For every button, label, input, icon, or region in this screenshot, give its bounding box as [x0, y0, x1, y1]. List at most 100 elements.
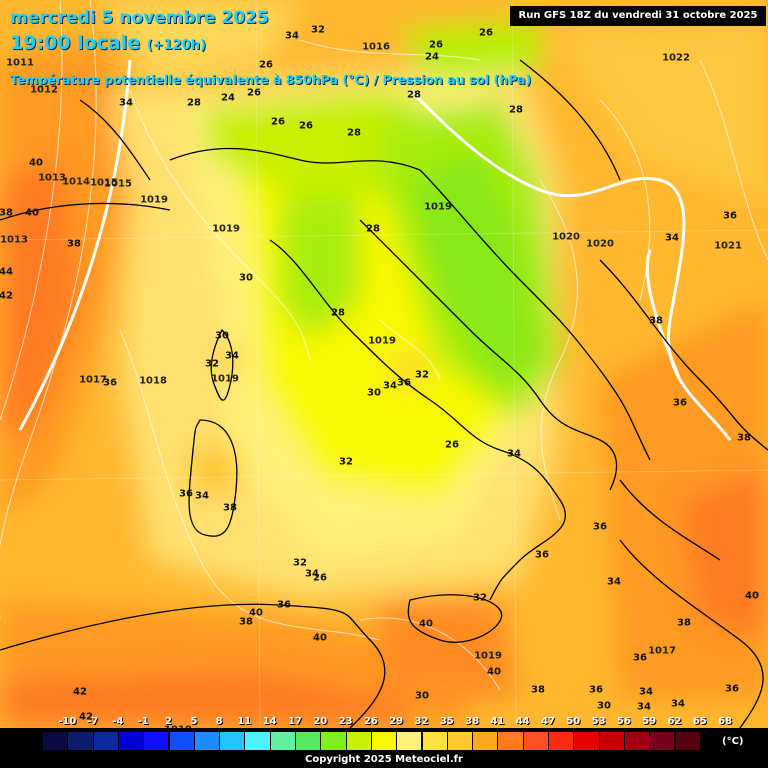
pressure-label: 1012 — [30, 84, 58, 96]
temperature-label: 28 — [331, 307, 345, 319]
legend-swatch — [497, 731, 524, 751]
temperature-label: 26 — [479, 27, 493, 39]
frontal-lines — [18, 59, 732, 441]
forecast-offset: (+120h) — [146, 38, 206, 53]
temperature-label: 34 — [639, 686, 653, 698]
temperature-label: 36 — [589, 684, 603, 696]
pressure-label: 1016 — [362, 41, 390, 53]
legend-tick-label: -1 — [137, 716, 149, 727]
pressure-label: 1018 — [139, 375, 167, 387]
temperature-label: 32 — [415, 369, 429, 381]
copyright: Copyright 2025 Meteociel.fr — [305, 754, 463, 765]
isobars — [0, 0, 768, 691]
temperature-label: 26 — [299, 120, 313, 132]
temperature-label: 30 — [367, 387, 381, 399]
map-title: Température potentielle équivalente à 85… — [10, 72, 532, 87]
legend-swatch — [168, 731, 195, 751]
legend-swatch — [623, 731, 651, 751]
legend-tick-label: 59 — [642, 716, 657, 727]
temperature-label: 32 — [473, 592, 487, 604]
temperature-label: 36 — [673, 397, 687, 409]
pressure-label: 1014 — [62, 176, 90, 188]
temperature-label: 32 — [339, 456, 353, 468]
temperature-label: 42 — [73, 686, 87, 698]
legend-unit: (°C) — [722, 736, 744, 747]
temperature-label: 26 — [445, 439, 459, 451]
legend-swatch — [295, 731, 322, 751]
pressure-label: 1021 — [714, 240, 742, 252]
temperature-label: 24 — [221, 92, 235, 104]
temperature-label: 36 — [723, 210, 737, 222]
legend-swatch — [345, 731, 372, 751]
legend-swatch — [320, 731, 347, 751]
legend-swatch — [674, 731, 701, 751]
legend-swatch — [143, 731, 170, 751]
temperature-label: 40 — [249, 607, 263, 619]
temperature-label: 24 — [425, 51, 439, 63]
legend-swatch — [42, 731, 69, 751]
legend-tick-label: 44 — [515, 716, 530, 727]
legend-swatch — [649, 731, 676, 751]
legend-swatch — [699, 731, 727, 751]
legend-swatch — [446, 731, 474, 751]
legend-tick-label: 62 — [667, 716, 682, 727]
legend-swatch — [92, 731, 119, 751]
temperature-label: 38 — [223, 502, 237, 514]
legend-tick-label: 2 — [165, 716, 172, 727]
pressure-label: 1019 — [424, 201, 452, 213]
legend-swatch — [522, 731, 549, 751]
legend-swatch — [598, 731, 625, 751]
legend-tick-label: 50 — [566, 716, 581, 727]
legend-tick-label: 23 — [338, 716, 353, 727]
legend-tick-label: 8 — [215, 716, 223, 727]
pressure-label: 1011 — [6, 57, 34, 69]
pressure-label: 1019 — [211, 373, 239, 385]
legend-tick-label: 65 — [692, 716, 707, 727]
coastlines — [0, 59, 768, 729]
temperature-label: 42 — [0, 290, 13, 302]
legend-swatch — [396, 731, 423, 751]
temperature-label: 42 — [79, 711, 93, 723]
temperature-label: 28 — [407, 89, 421, 101]
temperature-label: 34 — [607, 576, 621, 588]
temperature-label: 40 — [313, 632, 327, 644]
legend-swatch — [244, 731, 271, 751]
temperature-label: 30 — [415, 690, 429, 702]
temperature-label: 26 — [247, 87, 261, 99]
legend-tick-label: 29 — [389, 716, 404, 727]
legend-swatch — [548, 731, 575, 751]
legend-swatch — [573, 731, 600, 751]
legend-tick-label: 53 — [591, 716, 606, 727]
legend-tick-label: 11 — [237, 716, 252, 727]
legend-tick-label: 47 — [541, 716, 555, 727]
temperature-label: 38 — [737, 432, 751, 444]
legend-tick-label: 20 — [313, 716, 328, 727]
legend-tick-label: 32 — [414, 716, 429, 727]
temperature-label: 36 — [179, 488, 193, 500]
legend-swatch — [421, 731, 448, 751]
temperature-label: 40 — [29, 157, 43, 169]
temperature-label: 36 — [593, 521, 607, 533]
legend-tick-label: -7 — [87, 716, 99, 727]
legend-swatch — [370, 731, 398, 751]
temperature-label: 34 — [195, 490, 209, 502]
legend-swatch — [472, 731, 499, 751]
pressure-label: 1013 — [38, 172, 66, 184]
temperature-label: 28 — [347, 127, 361, 139]
run-info: Run GFS 18Z du vendredi 31 octobre 2025 — [510, 6, 766, 26]
pressure-label: 1017 — [79, 374, 107, 386]
legend-tick-label: 38 — [465, 716, 480, 727]
temperature-label: 30 — [597, 700, 611, 712]
legend-tick-label: 56 — [616, 716, 631, 727]
pressure-label: 1019 — [474, 650, 502, 662]
temperature-label: 40 — [419, 618, 433, 630]
legend-tick-label: 35 — [439, 716, 454, 727]
pressure-label: 1022 — [662, 52, 690, 64]
temperature-label: 38 — [649, 315, 663, 327]
legend-swatch — [219, 731, 246, 751]
temperature-label: 36 — [725, 683, 739, 695]
temperature-label: 26 — [429, 39, 443, 51]
temperature-label: 44 — [0, 266, 13, 278]
